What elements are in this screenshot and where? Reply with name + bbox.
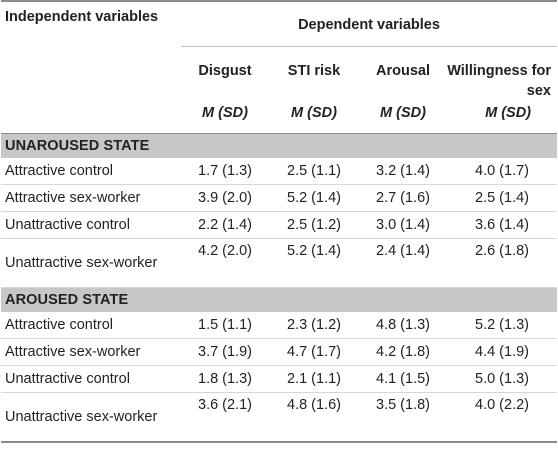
independent-variables-header: Independent variables [5, 9, 159, 25]
cell-sti-risk: 5.2 (1.4) [269, 184, 359, 212]
cell-willingness: 5.0 (1.3) [447, 365, 557, 393]
table-row: Attractive control 1.7 (1.3) 2.5 (1.1) 3… [1, 158, 557, 185]
section-title: AROUSED STATE [1, 287, 557, 312]
table-row: Attractive sex-worker 3.9 (2.0) 5.2 (1.4… [1, 184, 557, 212]
cell-sti-risk: 4.8 (1.6) [269, 392, 359, 443]
stat-sd-label: (SD) [307, 105, 337, 121]
results-table: Independent variables Dependent variable… [1, 0, 557, 443]
column-header-arousal: Arousal [376, 63, 430, 79]
stat-mean-label: M [291, 105, 304, 121]
stat-sd-label: (SD) [218, 105, 248, 121]
cell-sti-risk: 4.7 (1.7) [269, 338, 359, 366]
row-label: Attractive sex-worker [1, 338, 181, 366]
cell-willingness: 5.2 (1.3) [447, 312, 557, 339]
cell-disgust: 3.6 (2.1) [181, 392, 269, 443]
column-header-sti-risk: STI risk [287, 63, 341, 79]
row-label: Attractive control [1, 312, 181, 339]
header-row-1: Independent variables Dependent variable… [1, 2, 557, 47]
table-header: Independent variables Dependent variable… [1, 0, 557, 134]
cell-arousal: 3.0 (1.4) [359, 211, 447, 239]
cell-sti-risk: 2.5 (1.1) [269, 158, 359, 185]
stat-mean-label: M [485, 105, 498, 121]
cell-arousal: 3.2 (1.4) [359, 158, 447, 185]
cell-arousal: 4.1 (1.5) [359, 365, 447, 393]
section-header-aroused: AROUSED STATE [1, 287, 557, 312]
row-label: Attractive sex-worker [1, 184, 181, 212]
stat-sd-label: (SD) [396, 105, 426, 121]
table-row: Unattractive sex-worker 3.6 (2.1) 4.8 (1… [1, 392, 557, 443]
row-label: Unattractive control [1, 365, 181, 393]
cell-willingness: 3.6 (1.4) [447, 211, 557, 239]
cell-disgust: 2.2 (1.4) [181, 211, 269, 239]
cell-disgust: 1.5 (1.1) [181, 312, 269, 339]
cell-disgust: 1.8 (1.3) [181, 365, 269, 393]
table-row: Attractive control 1.5 (1.1) 2.3 (1.2) 4… [1, 312, 557, 339]
header-row-2: Disgust STI risk Arousal Willingness for… [1, 47, 557, 104]
column-header-disgust: Disgust [198, 63, 252, 79]
cell-disgust: 3.9 (2.0) [181, 184, 269, 212]
table-row: Unattractive control 1.8 (1.3) 2.1 (1.1)… [1, 365, 557, 393]
cell-sti-risk: 2.3 (1.2) [269, 312, 359, 339]
cell-disgust: 1.7 (1.3) [181, 158, 269, 185]
row-label: Unattractive sex-worker [1, 238, 181, 288]
cell-willingness: 2.6 (1.8) [447, 238, 557, 288]
stat-header-arousal: M (SD) [359, 103, 447, 134]
stat-header-disgust: M (SD) [181, 103, 269, 134]
cell-sti-risk: 5.2 (1.4) [269, 238, 359, 288]
cell-arousal: 3.5 (1.8) [359, 392, 447, 443]
cell-arousal: 4.2 (1.8) [359, 338, 447, 366]
column-header-willingness: Willingness for sex [447, 63, 551, 99]
cell-willingness: 4.0 (1.7) [447, 158, 557, 185]
table-body: UNAROUSED STATE Attractive control 1.7 (… [1, 133, 557, 443]
cell-willingness: 4.0 (2.2) [447, 392, 557, 443]
cell-willingness: 4.4 (1.9) [447, 338, 557, 366]
cell-arousal: 2.4 (1.4) [359, 238, 447, 288]
cell-disgust: 3.7 (1.9) [181, 338, 269, 366]
stat-mean-label: M [202, 105, 215, 121]
section-title: UNAROUSED STATE [1, 133, 557, 158]
stat-sd-label: (SD) [501, 105, 531, 121]
table-row: Unattractive control 2.2 (1.4) 2.5 (1.2)… [1, 211, 557, 239]
row-label: Attractive control [1, 158, 181, 185]
row-label: Unattractive sex-worker [1, 392, 181, 443]
dependent-variables-header: Dependent variables [181, 2, 557, 47]
cell-arousal: 2.7 (1.6) [359, 184, 447, 212]
section-header-unaroused: UNAROUSED STATE [1, 133, 557, 158]
table-row: Attractive sex-worker 3.7 (1.9) 4.7 (1.7… [1, 338, 557, 366]
header-row-3: M (SD) M (SD) M (SD) M (SD) [1, 103, 557, 134]
stat-header-willingness: M (SD) [447, 103, 557, 134]
cell-willingness: 2.5 (1.4) [447, 184, 557, 212]
stat-header-sti-risk: M (SD) [269, 103, 359, 134]
cell-sti-risk: 2.5 (1.2) [269, 211, 359, 239]
table-row: Unattractive sex-worker 4.2 (2.0) 5.2 (1… [1, 238, 557, 288]
cell-disgust: 4.2 (2.0) [181, 238, 269, 288]
stat-mean-label: M [380, 105, 393, 121]
cell-arousal: 4.8 (1.3) [359, 312, 447, 339]
cell-sti-risk: 2.1 (1.1) [269, 365, 359, 393]
row-label: Unattractive control [1, 211, 181, 239]
